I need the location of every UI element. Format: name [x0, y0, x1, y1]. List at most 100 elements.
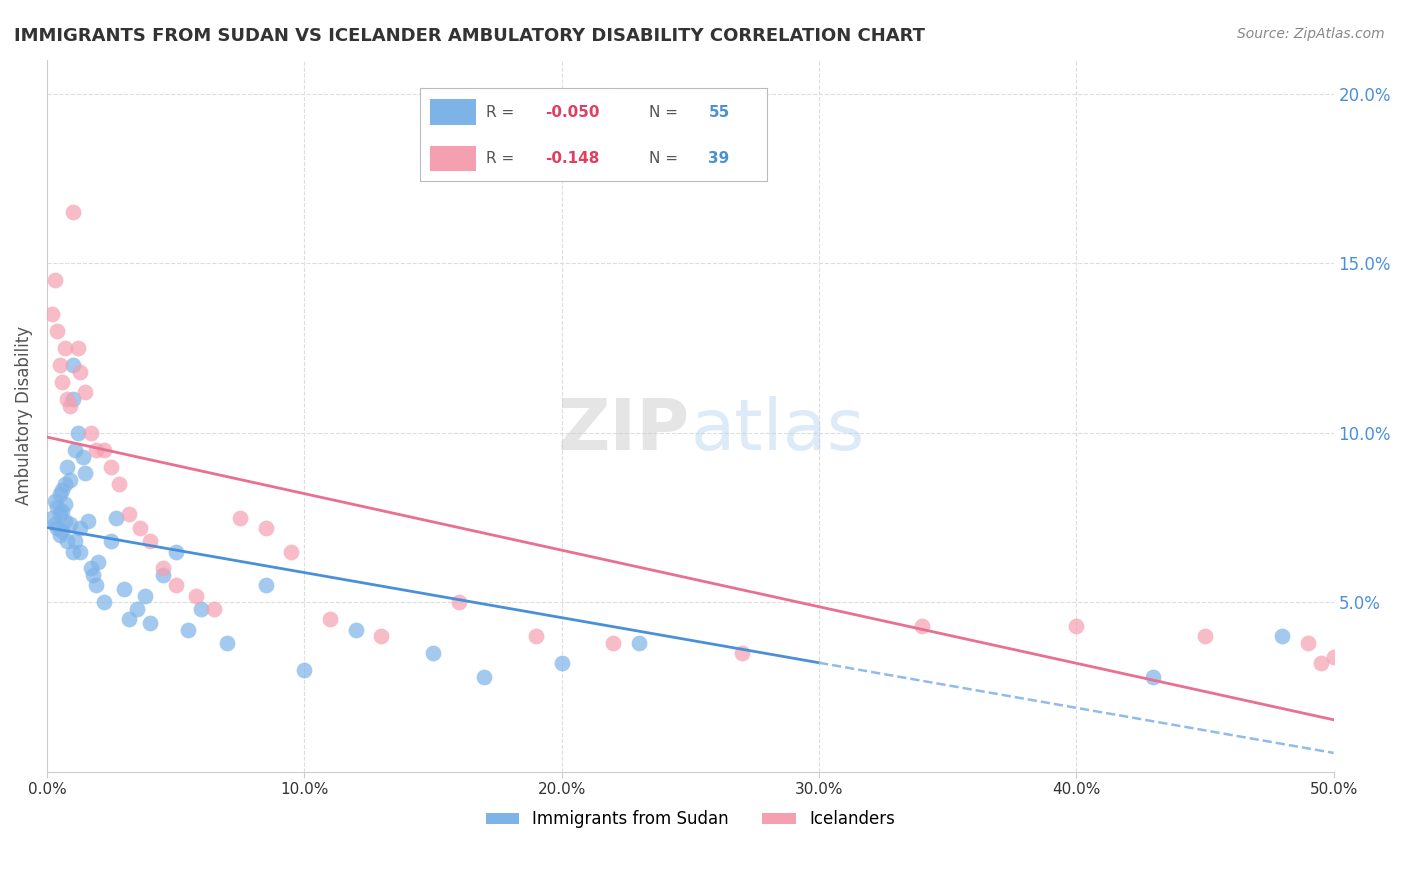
Point	[69, 521, 91, 535]
Point	[1309, 657, 1331, 671]
Point	[118, 612, 141, 626]
Point	[105, 510, 128, 524]
Point	[66, 341, 89, 355]
Point	[44, 273, 66, 287]
Point	[79, 425, 101, 440]
Point	[49, 487, 72, 501]
Point	[447, 595, 470, 609]
Point	[69, 365, 91, 379]
Point	[51, 504, 73, 518]
Point	[254, 521, 277, 535]
Point	[53, 476, 76, 491]
Point	[186, 589, 208, 603]
Point	[177, 623, 200, 637]
Point	[202, 602, 225, 616]
Point	[75, 385, 97, 400]
Point	[51, 524, 73, 538]
Point	[46, 500, 69, 515]
Point	[53, 497, 76, 511]
Point	[93, 595, 115, 609]
Point	[134, 589, 156, 603]
Point	[627, 636, 650, 650]
Text: ZIP: ZIP	[558, 395, 690, 465]
Text: atlas: atlas	[690, 395, 865, 465]
Point	[100, 534, 122, 549]
Point	[280, 544, 302, 558]
Point	[44, 517, 66, 532]
Point	[215, 636, 238, 650]
Point	[59, 517, 82, 532]
Point	[49, 358, 72, 372]
Point	[44, 493, 66, 508]
Point	[53, 514, 76, 528]
Point	[46, 521, 69, 535]
Point	[100, 459, 122, 474]
Point	[229, 510, 252, 524]
Point	[62, 205, 84, 219]
Point	[56, 392, 79, 406]
Point	[72, 450, 94, 464]
Point	[53, 341, 76, 355]
Point	[254, 578, 277, 592]
Point	[75, 467, 97, 481]
Point	[49, 527, 72, 541]
Point	[41, 307, 63, 321]
Point	[1271, 629, 1294, 643]
Point	[69, 544, 91, 558]
Point	[51, 375, 73, 389]
Point	[165, 578, 187, 592]
Point	[125, 602, 148, 616]
Point	[1142, 670, 1164, 684]
Point	[190, 602, 212, 616]
Point	[93, 442, 115, 457]
Point	[139, 615, 162, 630]
Point	[66, 425, 89, 440]
Point	[292, 663, 315, 677]
Y-axis label: Ambulatory Disability: Ambulatory Disability	[15, 326, 32, 506]
Point	[524, 629, 547, 643]
Point	[51, 483, 73, 498]
Point	[344, 623, 367, 637]
Point	[63, 534, 86, 549]
Point	[49, 507, 72, 521]
Point	[84, 578, 107, 592]
Point	[602, 636, 624, 650]
Point	[1296, 636, 1319, 650]
Point	[59, 473, 82, 487]
Point	[550, 657, 572, 671]
Point	[46, 324, 69, 338]
Point	[62, 358, 84, 372]
Point	[82, 568, 104, 582]
Point	[56, 534, 79, 549]
Text: Source: ZipAtlas.com: Source: ZipAtlas.com	[1237, 27, 1385, 41]
Point	[41, 510, 63, 524]
Point	[165, 544, 187, 558]
Point	[1194, 629, 1216, 643]
Text: IMMIGRANTS FROM SUDAN VS ICELANDER AMBULATORY DISABILITY CORRELATION CHART: IMMIGRANTS FROM SUDAN VS ICELANDER AMBUL…	[14, 27, 925, 45]
Point	[1064, 619, 1087, 633]
Point	[87, 555, 110, 569]
Point	[118, 507, 141, 521]
Point	[79, 561, 101, 575]
Point	[62, 544, 84, 558]
Point	[474, 670, 496, 684]
Point	[731, 646, 754, 660]
Point	[59, 399, 82, 413]
Point	[139, 534, 162, 549]
Point	[128, 521, 150, 535]
Point	[152, 568, 174, 582]
Point	[84, 442, 107, 457]
Point	[319, 612, 342, 626]
Point	[62, 392, 84, 406]
Point	[152, 561, 174, 575]
Point	[77, 514, 100, 528]
Point	[1323, 649, 1346, 664]
Point	[911, 619, 934, 633]
Point	[63, 442, 86, 457]
Point	[112, 582, 135, 596]
Legend: Immigrants from Sudan, Icelanders: Immigrants from Sudan, Icelanders	[479, 804, 901, 835]
Point	[370, 629, 392, 643]
Point	[422, 646, 444, 660]
Point	[108, 476, 131, 491]
Point	[56, 459, 79, 474]
